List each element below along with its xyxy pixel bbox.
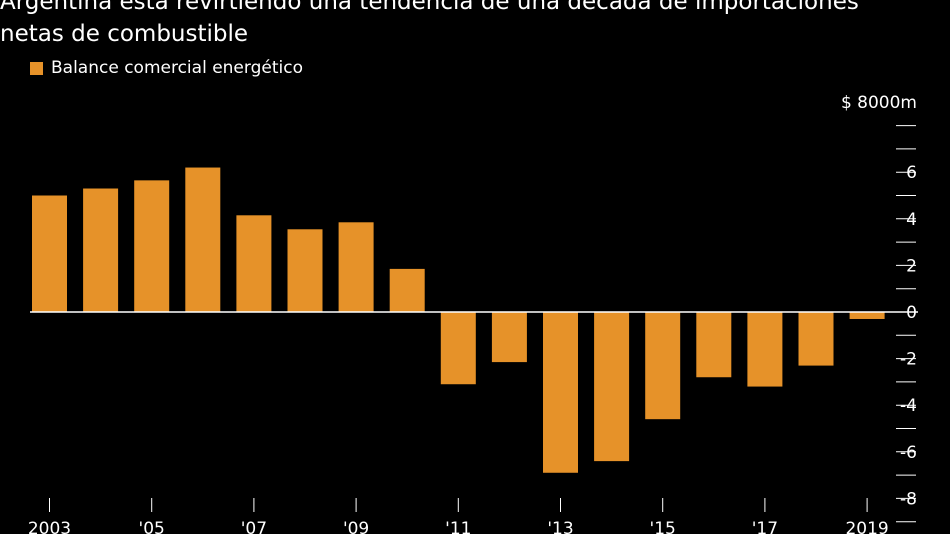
x-tick-label: 2019 xyxy=(845,519,888,534)
y-axis-ticks: -8 -6 -4 -2 0 2 4 6 $ 8000m xyxy=(841,93,917,523)
x-tick-label: '07 xyxy=(241,519,267,534)
chart-title-line-1: Argentina está revirtiendo una tendencia… xyxy=(0,0,859,15)
bar-2003 xyxy=(32,195,67,312)
bar-2014 xyxy=(594,312,630,462)
y-unit-label: $ 8000m xyxy=(841,93,917,113)
x-tick-label: '09 xyxy=(343,519,369,534)
bar-2018 xyxy=(798,312,834,366)
y-tick-label: 2 xyxy=(906,256,917,276)
y-tick-label: 4 xyxy=(906,210,917,230)
bar-2004 xyxy=(83,188,119,312)
x-tick-label: '17 xyxy=(752,519,778,534)
bar-2017 xyxy=(747,312,783,387)
x-tick-label: '13 xyxy=(547,519,573,534)
x-tick-label: '15 xyxy=(650,519,676,534)
chart-title-line-2: netas de combustible xyxy=(0,21,249,47)
y-tick-label: -8 xyxy=(900,489,917,509)
x-tick-label: '05 xyxy=(139,519,165,534)
chart-title: Argentina está revirtiendo una tendencia… xyxy=(0,0,950,50)
bar-2011 xyxy=(440,312,476,385)
bar-2013 xyxy=(543,312,578,473)
bar-2009 xyxy=(338,222,374,312)
bar-2015 xyxy=(645,312,681,420)
legend-swatch xyxy=(30,61,43,75)
x-axis-ticks xyxy=(49,498,868,512)
y-tick-label: 6 xyxy=(906,163,917,183)
x-tick-label: 2003 xyxy=(28,519,71,534)
y-tick-label: -2 xyxy=(900,350,917,370)
bar-2010 xyxy=(389,268,425,312)
legend-label: Balance comercial energético xyxy=(51,58,303,78)
bars xyxy=(32,167,885,473)
bar-2019 xyxy=(849,312,885,319)
y-tick-label: 0 xyxy=(906,303,917,323)
bar-2012 xyxy=(491,312,527,363)
bar-2008 xyxy=(287,229,323,312)
legend: Balance comercial energético xyxy=(30,58,303,78)
y-tick-label: -4 xyxy=(900,396,917,416)
bar-2007 xyxy=(236,215,272,312)
y-tick-label: -6 xyxy=(900,443,917,463)
x-tick-label: '11 xyxy=(445,519,471,534)
bar-2005 xyxy=(134,180,170,312)
bar-2006 xyxy=(185,167,221,312)
x-axis-labels: 2003 '05 '07 '09 '11 '13 '15 '17 2019 xyxy=(28,519,889,534)
bar-2016 xyxy=(696,312,732,378)
